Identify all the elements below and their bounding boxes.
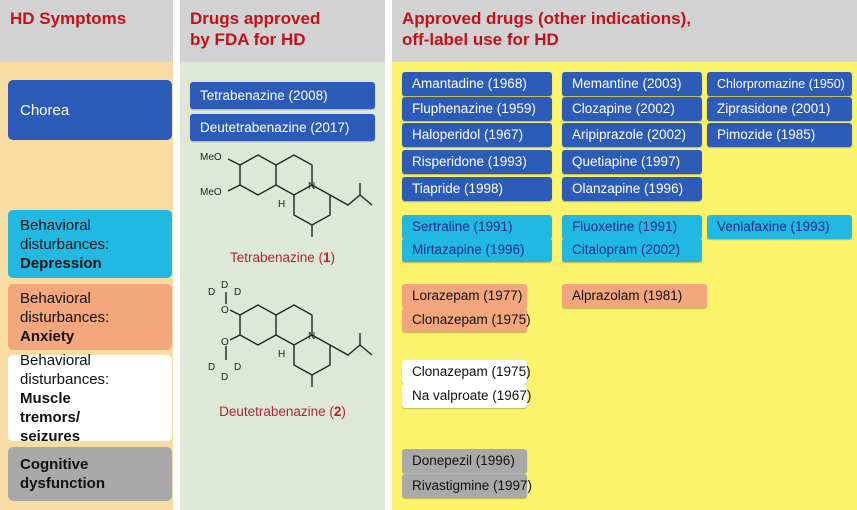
molecule-name: Deutetrabenazine — [219, 404, 326, 419]
offlabel-drug-chorea: Risperidone (1993) — [402, 150, 552, 174]
symptom-label: Chorea — [20, 101, 70, 119]
symptom-depression: Behavioral disturbances: Depression — [8, 210, 172, 278]
offlabel-header: Approved drugs (other indications), off-l… — [392, 0, 857, 62]
offlabel-drug-anxiety: Clonazepam (1975) — [402, 308, 531, 332]
symptom-seizures: Behavioral disturbances: Muscle tremors/ s… — [8, 352, 172, 445]
header-text: Drugs approved — [190, 9, 321, 28]
symptom-label: Behavioral — [20, 351, 91, 369]
offlabel-drug-chorea: Amantadine (1968) — [402, 72, 552, 96]
offlabel-drug-depression: Sertraline (1991) — [402, 215, 552, 239]
fda-header: Drugs approved by FDA for HD — [180, 0, 385, 62]
offlabel-column: Approved drugs (other indications), off-l… — [392, 0, 857, 510]
tetrabenazine-structure: MeO MeO N H — [200, 152, 373, 237]
svg-text:D: D — [221, 280, 228, 291]
symptom-chorea: Chorea — [8, 80, 172, 140]
deutetrabenazine-label: Deutetrabenazine (2) — [219, 404, 346, 419]
svg-text:MeO: MeO — [200, 152, 222, 163]
symptom-label: disturbances: — [20, 308, 110, 326]
tetrabenazine-label: Tetrabenazine (1) — [229, 250, 336, 265]
offlabel-drug-chorea: Olanzapine (1996) — [562, 177, 702, 201]
offlabel-drug-chorea: Tiapride (1998) — [402, 177, 552, 201]
offlabel-drug-chorea: Chlorpromazine (1950) — [707, 72, 852, 96]
fda-drug: Deutetrabenazine (2017) — [190, 114, 375, 141]
symptoms-header: HD Symptoms — [0, 0, 173, 62]
offlabel-drug-cognitive: Donepezil (1996) — [402, 449, 527, 473]
svg-text:D: D — [234, 362, 241, 373]
offlabel-drug-depression: Citalopram (2002) — [562, 238, 702, 262]
svg-text:D: D — [221, 372, 228, 383]
symptom-label: disturbances: — [20, 235, 110, 253]
offlabel-drug-anxiety: Alprazolam (1981) — [562, 284, 707, 308]
svg-text:H: H — [278, 349, 285, 360]
deutetrabenazine-structure: OO DD D D DD NH — [208, 280, 373, 387]
svg-text:N: N — [308, 181, 315, 192]
offlabel-drug-chorea: Fluphenazine (1959) — [402, 97, 552, 121]
offlabel-drug-chorea: Haloperidol (1967) — [402, 123, 552, 147]
molecule-name: Tetrabenazine — [229, 250, 315, 265]
svg-text:H: H — [278, 199, 285, 210]
offlabel-drug-chorea: Ziprasidone (2001) — [707, 97, 852, 121]
offlabel-drug-anxiety: Lorazepam (1977) — [402, 284, 527, 308]
symptom-anxiety: Behavioral disturbances: Anxiety — [8, 284, 172, 350]
svg-text:D: D — [208, 287, 215, 298]
svg-text:MeO: MeO — [200, 187, 222, 198]
offlabel-drug-seizures: Clonazepam (1975) — [402, 360, 531, 384]
offlabel-drug-chorea: Memantine (2003) — [562, 72, 702, 96]
offlabel-drug-chorea: Quetiapine (1997) — [562, 150, 702, 174]
svg-text:O: O — [221, 337, 229, 348]
header-text: by FDA for HD — [190, 30, 306, 49]
symptom-bold: Muscle tremors/ seizures — [20, 389, 81, 445]
svg-text:N: N — [308, 331, 315, 342]
offlabel-drug-chorea: Pimozide (1985) — [707, 123, 852, 147]
molecule-number: 1 — [323, 250, 331, 265]
offlabel-drug-chorea: Aripiprazole (2002) — [562, 123, 702, 147]
offlabel-drug-depression: Mirtazapine (1996) — [402, 238, 552, 262]
svg-text:D: D — [208, 362, 215, 373]
symptom-bold: Depression — [20, 254, 102, 272]
offlabel-drug-cognitive: Rivastigmine (1997) — [402, 474, 532, 498]
offlabel-drug-depression: Fluoxetine (1991) — [562, 215, 702, 239]
svg-text:O: O — [221, 305, 229, 316]
symptom-label: Behavioral — [20, 289, 91, 307]
symptom-label: disturbances: — [20, 370, 110, 388]
offlabel-drug-depression: Venlafaxine (1993) — [707, 215, 852, 239]
symptom-bold: Anxiety — [20, 327, 75, 345]
header-text: off-label use for HD — [402, 30, 559, 49]
offlabel-drug-seizures: Na valproate (1967) — [402, 384, 531, 408]
offlabel-drug-chorea: Clozapine (2002) — [562, 97, 702, 121]
svg-text:D: D — [234, 287, 241, 298]
symptoms-column: HD Symptoms Chorea Behavioral disturbance… — [0, 0, 173, 510]
molecule-number: 2 — [333, 404, 342, 419]
symptom-cognitive: Cognitive dysfunction — [8, 447, 172, 501]
header-text: HD Symptoms — [10, 9, 127, 28]
symptom-label: Behavioral — [20, 216, 91, 234]
symptom-bold: Cognitive dysfunction — [20, 456, 105, 492]
fda-drug: Tetrabenazine (2008) — [190, 82, 375, 109]
fda-column: Drugs approved by FDA for HD Tetrabenazin… — [180, 0, 385, 510]
header-text: Approved drugs (other indications), — [402, 9, 692, 28]
